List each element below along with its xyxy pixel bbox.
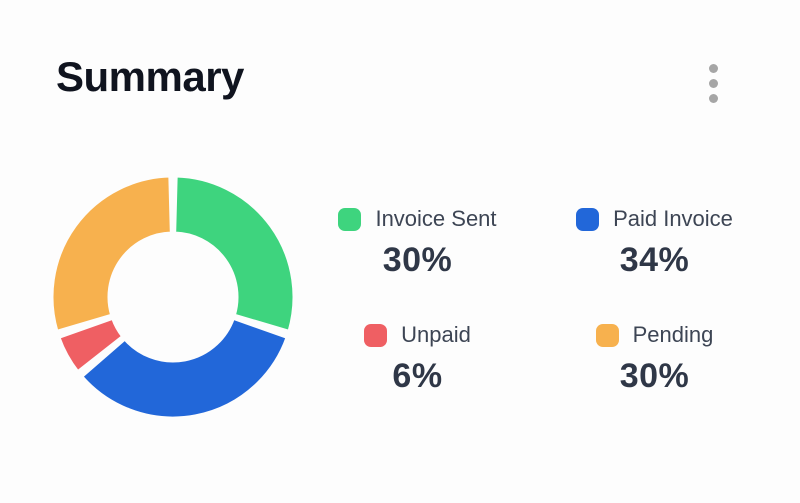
legend-item-invoice-sent: Invoice Sent 30%	[338, 204, 497, 279]
donut-slice-paid-invoice[interactable]	[80, 316, 289, 420]
donut-slice-invoice-sent[interactable]	[173, 174, 296, 333]
legend-swatch-paid-invoice	[576, 207, 600, 231]
kebab-menu-icon	[708, 78, 718, 88]
donut-slice-pending[interactable]	[50, 174, 173, 333]
legend-line: Pending	[595, 320, 714, 350]
legend-item-paid-invoice: Paid Invoice 34%	[576, 204, 733, 278]
legend-item-unpaid: Unpaid 6%	[364, 320, 471, 394]
legend-swatch-invoice-sent	[338, 207, 362, 231]
legend-line: Invoice Sent	[338, 204, 497, 234]
legend-value: 30%	[382, 241, 453, 279]
legend-item-pending: Pending 30%	[595, 320, 714, 395]
legend-swatch-pending	[595, 323, 619, 347]
legend-swatch-unpaid	[364, 323, 388, 347]
legend-line: Unpaid	[364, 320, 471, 350]
page-title: Summary	[56, 53, 244, 100]
legend-line: Paid Invoice	[576, 204, 733, 234]
legend-label: Invoice Sent	[375, 206, 497, 231]
donut-slice-unpaid[interactable]	[57, 316, 125, 374]
legend-value: 34%	[619, 241, 690, 279]
legend-label: Unpaid	[401, 322, 471, 347]
legend-label: Pending	[632, 322, 714, 347]
kebab-menu-icon	[708, 93, 718, 103]
legend-value: 6%	[392, 357, 443, 395]
donut-chart	[50, 174, 296, 420]
legend-value: 30%	[619, 357, 690, 395]
chart-legend: Invoice Sent 30% Paid Invoice 34% Unpaid…	[299, 204, 774, 394]
legend-label: Paid Invoice	[613, 206, 733, 231]
kebab-menu-button[interactable]	[698, 58, 728, 108]
kebab-menu-icon	[708, 63, 718, 73]
